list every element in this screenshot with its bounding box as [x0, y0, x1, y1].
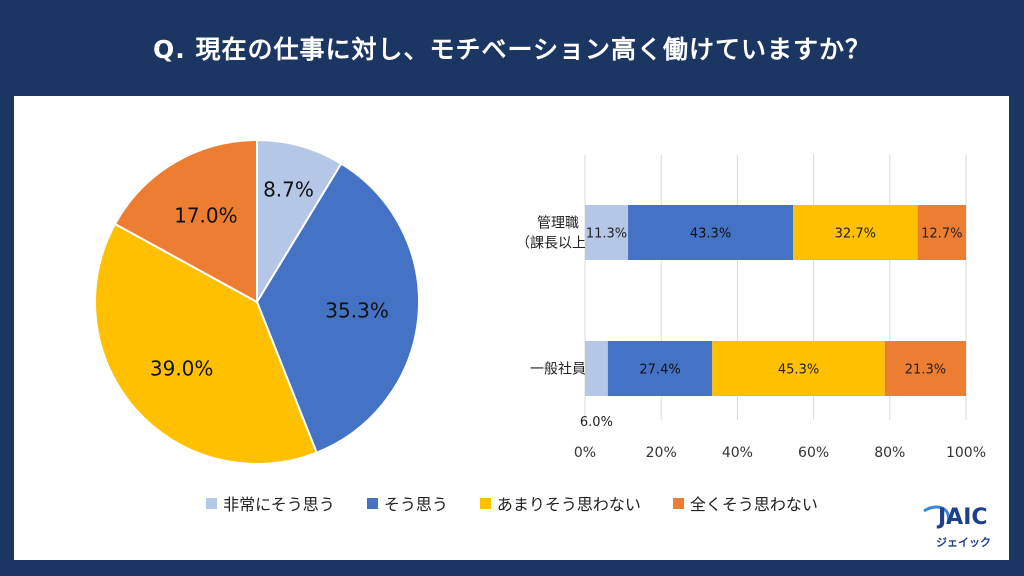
bar-segment	[585, 205, 629, 260]
legend-swatch	[479, 497, 491, 509]
legend-item-agree: そう思う	[366, 491, 448, 515]
pie-slice-label: 35.3%	[325, 299, 389, 323]
x-tick-label: 0%	[574, 445, 596, 461]
logo-text: JAIC	[938, 505, 988, 530]
pie-slice	[255, 162, 420, 454]
legend-label: あまりそう思わない	[496, 495, 641, 514]
bar-data-label: 32.7%	[835, 227, 876, 242]
legend-label: 全くそう思わない	[689, 495, 818, 514]
bar-data-label: 11.3%	[586, 227, 627, 242]
bar-segment	[628, 205, 794, 260]
x-tick-label: 60%	[798, 445, 829, 461]
x-tick-label: 20%	[646, 445, 677, 461]
bar-data-label: 6.0%	[580, 415, 613, 430]
x-tick-label: 80%	[874, 445, 905, 461]
legend: 非常にそう思う そう思う あまりそう思わない 全くそう思わない	[0, 488, 1024, 518]
pie-slice-label: 39.0%	[150, 356, 214, 380]
legend-label: そう思う	[383, 495, 448, 514]
pie-slice	[256, 140, 343, 306]
category-label: 一般社員	[530, 362, 586, 378]
legend-label: 非常にそう思う	[223, 495, 335, 514]
legend-swatch	[672, 497, 684, 509]
page-title: Q. 現在の仕事に対し、モチベーション高く働けていますか？	[153, 35, 871, 64]
category-label: （課長以上）	[516, 236, 600, 252]
bar-segment	[884, 341, 966, 396]
x-tick-label: 40%	[722, 445, 753, 461]
bar-segment	[585, 341, 608, 396]
pie-chart: 8.7% 35.3% 39.0% 17.0%	[94, 140, 420, 465]
pie-slice-label: 17.0%	[174, 204, 238, 228]
bar-data-label: 45.3%	[778, 363, 819, 378]
category-label: 管理職	[537, 216, 579, 232]
bar-data-label: 43.3%	[690, 227, 731, 242]
pie-slice	[113, 140, 258, 304]
bar-data-label: 27.4%	[639, 363, 680, 378]
legend-item-very-agree: 非常にそう思う	[206, 491, 335, 515]
bar-segment	[793, 205, 918, 260]
stacked-bar-chart: 0% 20% 40% 60% 80% 100% 管理職 （課長以上）11.3% 43.3% 32.…	[516, 155, 986, 461]
bar-segment	[917, 205, 966, 260]
jaic-logo-icon	[923, 505, 951, 524]
bar-segment	[607, 341, 713, 396]
legend-swatch	[366, 497, 378, 509]
bar-data-label: 12.7%	[921, 227, 962, 242]
bar-segment	[712, 341, 885, 396]
legend-item-disagree: あまりそう思わない	[479, 491, 641, 515]
pie-slice-label: 8.7%	[263, 178, 314, 202]
legend-item-strongly-disagree: 全くそう思わない	[672, 491, 818, 515]
x-tick-label: 100%	[946, 445, 986, 461]
legend-swatch	[206, 497, 218, 509]
bar-data-label: 21.3%	[905, 363, 946, 378]
pie-slice	[94, 222, 318, 465]
logo-subtext: ジェイック	[936, 536, 991, 549]
